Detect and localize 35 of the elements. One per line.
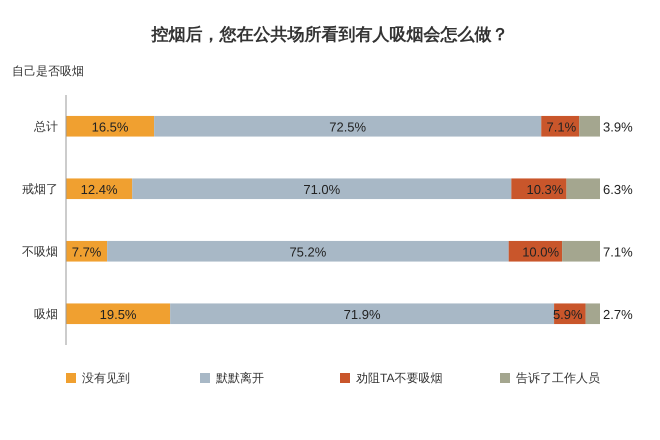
data-label: 3.9% xyxy=(603,119,634,134)
bar xyxy=(566,178,600,200)
y-tick-label: 总计 xyxy=(33,119,58,134)
legend-label: 默默离开 xyxy=(215,371,264,385)
data-label: 19.5% xyxy=(100,306,137,322)
y-tick-label: 不吸烟 xyxy=(22,244,58,258)
legend-label: 告诉了工作人员 xyxy=(516,371,600,385)
data-label: 7.1% xyxy=(603,244,634,260)
y-tick-label: 吸烟 xyxy=(34,306,58,321)
bar xyxy=(66,116,154,137)
data-label: 10.0% xyxy=(522,244,560,260)
data-label: 10.3% xyxy=(526,182,564,197)
y-axis-title: 自己是否吸烟 xyxy=(12,64,84,78)
y-tick-label: 戒烟了 xyxy=(22,182,58,196)
data-label: 7.1% xyxy=(546,119,577,134)
data-label: 16.5% xyxy=(92,119,129,134)
bar xyxy=(154,116,542,137)
data-label: 2.7% xyxy=(603,306,634,322)
data-label: 12.4% xyxy=(80,182,118,197)
bar xyxy=(579,116,600,137)
data-label: 71.0% xyxy=(303,182,341,197)
data-label: 6.3% xyxy=(603,182,634,197)
bar xyxy=(132,178,512,200)
data-label: 72.5% xyxy=(329,119,367,134)
bar xyxy=(170,303,554,324)
data-label: 71.9% xyxy=(344,306,381,322)
data-label: 7.7% xyxy=(72,244,102,260)
bar xyxy=(66,303,170,324)
legend-label: 没有见到 xyxy=(82,371,130,385)
data-label: 75.2% xyxy=(289,244,327,260)
chart-title: 控烟后，您在公共场所看到有人吸烟会怎么做？ xyxy=(150,25,508,44)
bar xyxy=(107,240,509,262)
bar xyxy=(562,240,600,262)
bar xyxy=(586,303,600,324)
legend-label: 劝阻TA不要吸烟 xyxy=(356,371,442,385)
